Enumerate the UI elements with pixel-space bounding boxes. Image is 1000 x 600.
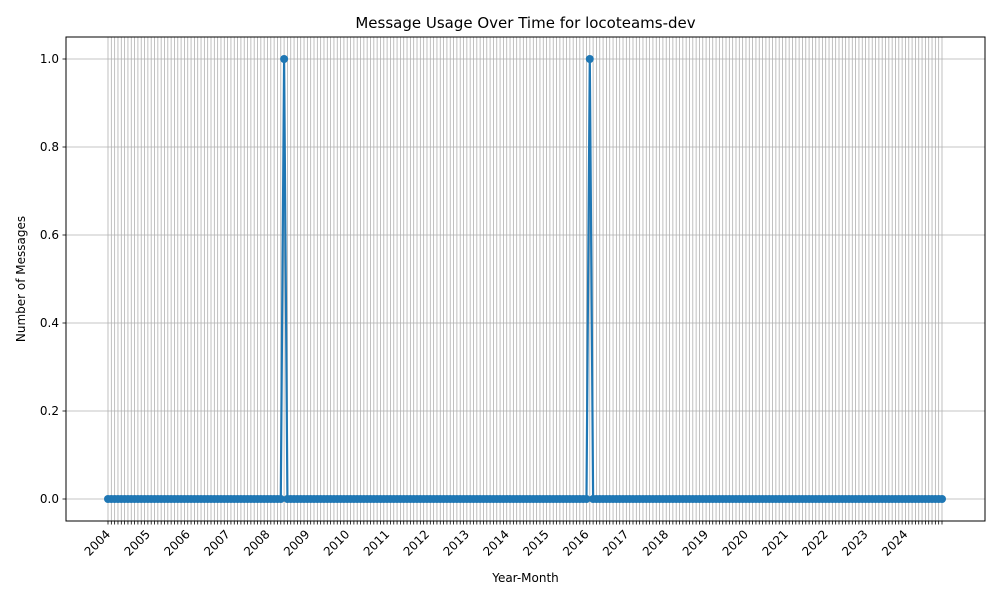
y-axis-label: Number of Messages [14, 216, 28, 342]
x-axis-label: Year-Month [491, 571, 559, 585]
plot-data [104, 55, 946, 503]
plot-frame [65, 36, 986, 522]
data-point [938, 495, 946, 503]
y-axis-ticks: 0.0 0.2 0.4 0.6 0.8 1.0 [40, 52, 66, 506]
data-point [585, 55, 594, 63]
data-point [276, 495, 285, 503]
y-tick-label: 1.0 [40, 52, 59, 66]
y-tick-label: 0.8 [40, 140, 59, 154]
data-point [280, 55, 289, 63]
y-tick-label: 0.0 [40, 492, 59, 506]
y-tick-label: 0.6 [40, 228, 59, 242]
y-tick-label: 0.2 [40, 404, 59, 418]
y-tick-label: 0.4 [40, 316, 59, 330]
grid [66, 37, 985, 521]
data-point [582, 495, 591, 503]
chart-title: Message Usage Over Time for locoteams-de… [355, 14, 695, 32]
